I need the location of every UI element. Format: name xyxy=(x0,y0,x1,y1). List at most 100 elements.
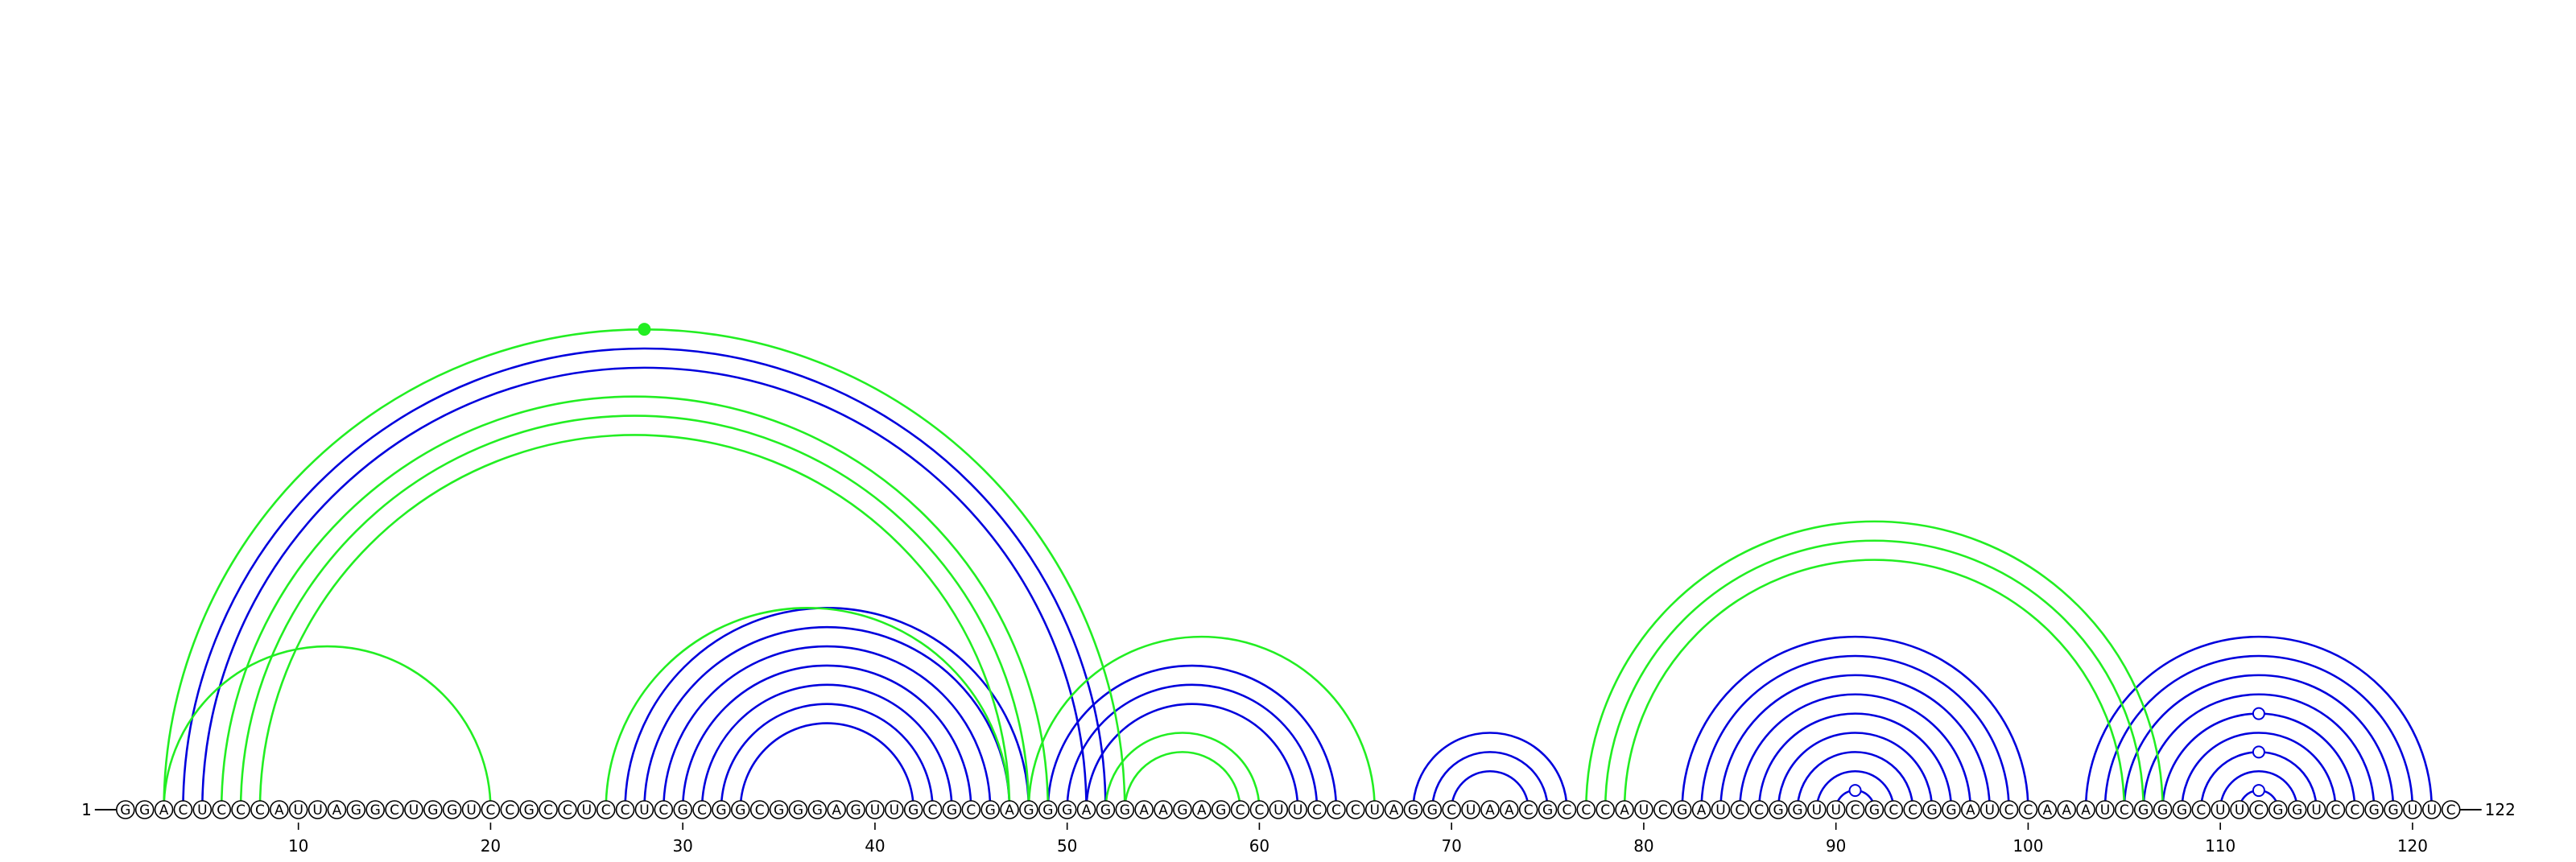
nucleotide-57: A xyxy=(1192,800,1212,819)
nucleotide-circle xyxy=(2403,800,2422,819)
nucleotide-circle xyxy=(2095,800,2115,819)
nucleotide-circle xyxy=(461,800,481,819)
nucleotide-letter: U xyxy=(639,802,649,819)
nucleotide-100: C xyxy=(2018,800,2038,819)
nucleotide-circle xyxy=(250,800,270,819)
nucleotide-circle xyxy=(1788,800,1807,819)
blue-arc-68-76 xyxy=(1412,732,1568,810)
nucleotide-letter: A xyxy=(2062,802,2071,819)
nucleotide-31: C xyxy=(692,800,712,819)
nucleotide-81: C xyxy=(1653,800,1673,819)
nucleotide-letter: G xyxy=(1023,802,1034,819)
blue-arc-108-116 xyxy=(2181,732,2337,810)
nucleotide-113: G xyxy=(2268,800,2288,819)
nucleotide-53: G xyxy=(1115,800,1135,819)
nucleotide-letter: C xyxy=(255,802,265,819)
nucleotide-39: G xyxy=(846,800,865,819)
nucleotide-letter: C xyxy=(390,802,399,819)
nucleotide-25: U xyxy=(576,800,597,819)
nucleotide-circle xyxy=(442,800,462,819)
nucleotide-circle xyxy=(1249,800,1269,819)
nucleotide-letter: G xyxy=(1100,802,1111,819)
nucleotide-letter: G xyxy=(2138,802,2149,819)
nucleotide-circle xyxy=(903,800,923,819)
nucleotide-letter: C xyxy=(178,802,188,819)
nucleotide-circle xyxy=(730,800,750,819)
nucleotide-letter: C xyxy=(2120,802,2129,819)
blue-arc-104-120 xyxy=(2103,654,2414,810)
nucleotide-circle xyxy=(2211,800,2230,819)
nucleotide-letter: C xyxy=(543,802,553,819)
nucleotide-80: U xyxy=(1634,800,1653,819)
nucleotide-35: G xyxy=(769,800,789,819)
nucleotide-41: U xyxy=(885,800,904,819)
blue-arc-70-74 xyxy=(1450,770,1530,810)
nucleotide-letter: C xyxy=(2254,802,2264,819)
nucleotide-letter: C xyxy=(697,802,707,819)
blue-arc-86-96 xyxy=(1757,712,1953,810)
nucleotide-letter: G xyxy=(2157,802,2168,819)
nucleotide-circle xyxy=(327,800,347,819)
nucleotide-72: A xyxy=(1480,800,1500,819)
nucleotide-circle xyxy=(1422,800,1443,819)
nucleotide-circle xyxy=(481,800,501,819)
nucleotide-83: A xyxy=(1691,800,1711,819)
nucleotide-letter: G xyxy=(1792,802,1802,819)
nucleotide-59: C xyxy=(1230,800,1250,819)
nucleotide-circle xyxy=(2172,800,2192,819)
nucleotide-letter: G xyxy=(1773,802,1783,819)
nucleotide-12: A xyxy=(327,800,347,819)
nucleotide-letter: C xyxy=(485,802,495,819)
nucleotide-letter: G xyxy=(427,802,438,819)
nucleotide-circle xyxy=(500,800,520,819)
nucleotide-circle xyxy=(846,800,865,819)
nucleotide-87: G xyxy=(1769,800,1788,819)
nucleotide-letter: U xyxy=(197,802,207,819)
nucleotide-85: C xyxy=(1730,800,1750,819)
nucleotide-101: A xyxy=(2037,800,2058,819)
nucleotide-48: G xyxy=(1019,800,1038,819)
nucleotide-circle xyxy=(365,800,385,819)
blue-arc-103-121 xyxy=(2084,635,2434,810)
nucleotide-circle xyxy=(1653,800,1673,819)
blue-arc-51-62 xyxy=(1085,703,1299,810)
tick-label-10: 10 xyxy=(288,836,308,856)
nucleotide-letter: C xyxy=(2004,802,2014,819)
blue-arc-5-51 xyxy=(201,366,1088,810)
nucleotide-40: U xyxy=(865,800,885,819)
blue-arc-106-118 xyxy=(2142,693,2376,810)
nucleotide-letter: G xyxy=(2292,802,2302,819)
nucleotide-letter: G xyxy=(1120,802,1130,819)
nucleotide-circle xyxy=(1154,800,1173,819)
nucleotide-circle xyxy=(1596,800,1615,819)
nucleotide-circle xyxy=(154,800,174,819)
nucleotide-circle xyxy=(942,800,962,819)
nucleotide-56: G xyxy=(1173,800,1192,819)
nucleotide-letter: G xyxy=(1926,802,1937,819)
green-arc-6-49 xyxy=(220,396,1050,810)
nucleotide-47: A xyxy=(1000,800,1019,819)
nucleotide-letter: C xyxy=(1524,802,1534,819)
nucleotide-45: C xyxy=(961,800,981,819)
nucleotide-circle xyxy=(1884,800,1904,819)
nucleotide-99: C xyxy=(1999,800,2019,819)
nucleotide-circle xyxy=(2326,800,2346,819)
nucleotide-letter: U xyxy=(1274,802,1283,819)
nucleotide-circle xyxy=(1230,800,1250,819)
nucleotide-22: G xyxy=(519,800,539,819)
blue-arc-28-47 xyxy=(643,626,1011,810)
nucleotide-88: G xyxy=(1788,800,1807,819)
nucleotide-letter: G xyxy=(1408,802,1418,819)
blue-arc-84-98 xyxy=(1719,674,1991,810)
tick-label-50: 50 xyxy=(1057,836,1077,856)
green-arc-77-107 xyxy=(1585,520,2164,810)
nucleotide-115: U xyxy=(2306,800,2326,819)
nucleotide-circle xyxy=(827,800,846,819)
nucleotide-letter: C xyxy=(1908,802,1918,819)
nucleotide-circle xyxy=(1019,800,1038,819)
nucleotide-34: C xyxy=(749,800,770,819)
nucleotide-letter: U xyxy=(1639,802,1649,819)
nucleotide-letter: C xyxy=(563,802,572,819)
nucleotide-circle xyxy=(654,800,674,819)
nucleotide-50: G xyxy=(1057,800,1077,819)
